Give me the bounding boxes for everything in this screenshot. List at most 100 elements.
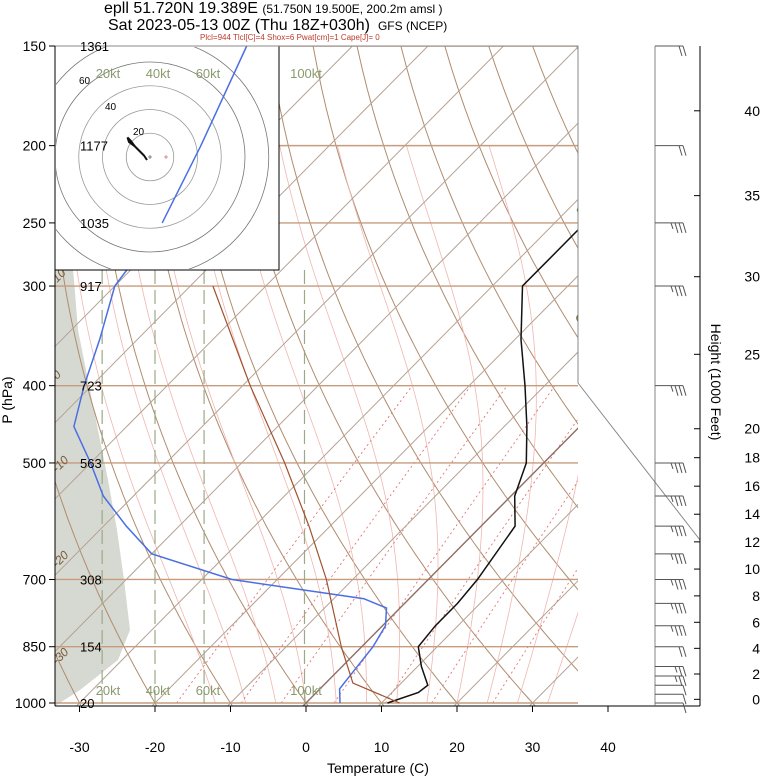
wind-barb-flag [674, 579, 679, 590]
wind-barb-flag [678, 462, 683, 474]
pressure-tick-label: 850 [23, 639, 47, 655]
moist-adiabat [279, 145, 400, 704]
sounding-parameters: Plcl=944 Tlcl[C]=4 Shox=6 Pwat[cm]=1 Cap… [200, 33, 380, 42]
hodograph-ring [78, 85, 222, 229]
wind-barb-flag [674, 385, 679, 396]
hodograph-trace [126, 136, 148, 161]
profile-dewpoint [73, 46, 388, 704]
hodograph-rings [56, 47, 270, 269]
wind-barb-flag [682, 685, 687, 696]
moist-adiabat [547, 611, 578, 704]
wind-barb-half [670, 462, 674, 470]
isotherm-label-right: 0 [571, 310, 592, 331]
moist-adiabat [91, 145, 246, 704]
wind-barb-flag [682, 222, 687, 234]
wind-barb-flag [682, 45, 687, 57]
wind-barb-half [674, 666, 678, 673]
hodograph-ring [56, 61, 246, 253]
mixing-ratio-label: 5 [326, 707, 333, 719]
wind-barb-flag [678, 222, 683, 234]
wind-barb-flag [674, 222, 679, 234]
height-tick-label: 20 [744, 421, 760, 437]
height-m-label: 1177 [80, 139, 108, 154]
hodograph-center-mark [148, 155, 152, 159]
isotherm-line [453, 580, 578, 706]
mixing-ratio-label: 3 [273, 707, 280, 719]
speed-label-top: 20kt [96, 66, 121, 81]
wind-barb-flag [678, 625, 683, 636]
height-m-label: 308 [80, 572, 102, 587]
height-tick-label: 0 [752, 691, 760, 707]
wind-barb-flag [674, 603, 679, 614]
wind-barb-flag [682, 646, 687, 657]
isotherm-line [75, 198, 578, 706]
isotherm-label: 0 [49, 367, 64, 382]
dry-adiabat [55, 652, 82, 706]
wind-barb-flag [674, 285, 679, 297]
x-tick-label: -20 [145, 739, 165, 755]
wind-barb-half [670, 579, 674, 586]
isotherm-label-right: 10 [571, 195, 599, 223]
height-m-label: 20 [80, 696, 94, 711]
speed-label-bottom: 40kt [146, 683, 171, 698]
wind-barb-flag [682, 285, 687, 297]
speed-label-top: 100kt [290, 66, 322, 81]
height-m-label: 917 [80, 279, 102, 294]
speed-label-bottom: 100kt [290, 683, 322, 698]
wind-barb-half [670, 495, 674, 503]
wind-barb-flag [678, 145, 683, 156]
wind-barb-half [670, 525, 674, 533]
height-m-label: 1361 [80, 39, 109, 54]
height-tick-label: 14 [744, 506, 760, 522]
wind-barb-half [670, 603, 674, 610]
moist-adiabat [517, 474, 578, 704]
wind-barb-flag [674, 495, 679, 507]
hodograph-ring [102, 109, 198, 205]
height-tick-label: 4 [752, 640, 760, 656]
isotherm-line [302, 427, 578, 706]
height-m-label: 723 [80, 379, 102, 394]
dry-adiabat [312, 46, 578, 591]
wind-barb-half [670, 385, 674, 392]
wind-barb-flag [678, 285, 683, 297]
pressure-tick-label: 500 [23, 455, 47, 471]
mixing-ratio-label: 20 [484, 707, 498, 719]
moist-adiabat [230, 145, 367, 703]
wind-barb-flag [678, 675, 683, 687]
height-tick-label: 30 [744, 269, 760, 285]
x-tick-label: -10 [220, 739, 240, 755]
height-tick-label: 18 [744, 450, 760, 466]
isotherm-line [151, 275, 578, 706]
wind-barb-half [670, 285, 674, 293]
speed-label-bottom: 20kt [96, 683, 121, 698]
pressure-tick-label: 150 [23, 38, 47, 54]
hodograph-ring-label: 40 [105, 102, 117, 113]
wind-barb-flag [682, 603, 687, 614]
isotherm-line [226, 351, 578, 706]
height-m-label: 154 [80, 640, 102, 655]
height-tick-label: 35 [744, 188, 760, 204]
chart-subtitle: Sat 2023-05-13 00Z (Thu 18Z+030h) GFS (NC… [108, 17, 448, 34]
pressure-tick-label: 400 [23, 378, 47, 394]
mixing-ratio-line [176, 385, 413, 704]
wind-barb-half [670, 625, 674, 632]
speed-label-top: 60kt [196, 66, 221, 81]
wind-barb-flag [682, 675, 687, 687]
wind-barb-flag [682, 702, 687, 714]
wind-barb-flag [678, 385, 683, 396]
x-tick-label: 10 [374, 739, 390, 755]
wind-barb-flag [678, 553, 683, 564]
dry-adiabat [180, 46, 461, 706]
wind-barb-flag [678, 495, 683, 507]
mixing-ratio-label: 1 [169, 707, 175, 719]
height-tick-label: 2 [752, 666, 760, 682]
speed-label-bottom: 60kt [196, 683, 221, 698]
chart-title: epll 51.720N 19.389E (51.750N 19.500E, 2… [104, 0, 443, 17]
dry-adiabat [55, 479, 158, 706]
wind-barb-flag [678, 666, 683, 677]
height-tick-label: 12 [744, 534, 760, 550]
wind-barb-flag [682, 145, 687, 156]
mixing-ratio-label: 2 [232, 707, 239, 719]
height-tick-label: 6 [752, 614, 760, 630]
moist-adiabat [64, 145, 216, 704]
